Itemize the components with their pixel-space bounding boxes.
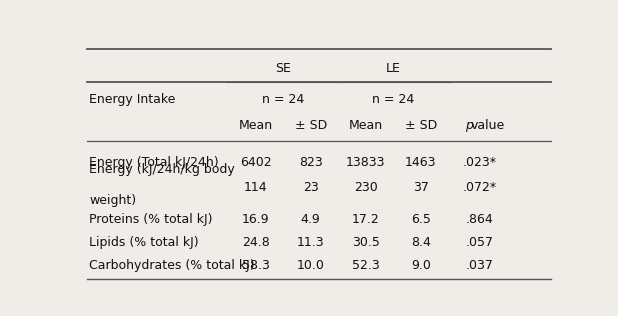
Text: value: value <box>471 119 506 132</box>
Text: 6.5: 6.5 <box>411 213 431 226</box>
Text: Proteins (% total kJ): Proteins (% total kJ) <box>89 213 213 226</box>
Text: .037: .037 <box>465 259 494 272</box>
Text: .072*: .072* <box>462 181 497 194</box>
Text: 114: 114 <box>244 181 268 194</box>
Text: ± SD: ± SD <box>295 119 327 132</box>
Text: ± SD: ± SD <box>405 119 437 132</box>
Text: 30.5: 30.5 <box>352 236 379 249</box>
Text: Mean: Mean <box>239 119 273 132</box>
Text: 9.0: 9.0 <box>411 259 431 272</box>
Text: 13833: 13833 <box>346 155 386 168</box>
Text: 823: 823 <box>299 155 323 168</box>
Text: 4.9: 4.9 <box>301 213 321 226</box>
Text: LE: LE <box>386 62 401 75</box>
Text: p: p <box>465 119 473 132</box>
Text: Lipids (% total kJ): Lipids (% total kJ) <box>89 236 199 249</box>
Text: Energy Intake: Energy Intake <box>89 94 176 106</box>
Text: Carbohydrates (% total kJ): Carbohydrates (% total kJ) <box>89 259 255 272</box>
Text: Energy (kJ/24h/kg body: Energy (kJ/24h/kg body <box>89 163 235 176</box>
Text: 1463: 1463 <box>405 155 437 168</box>
Text: weight): weight) <box>89 194 137 207</box>
Text: 24.8: 24.8 <box>242 236 269 249</box>
Text: 6402: 6402 <box>240 155 271 168</box>
Text: 16.9: 16.9 <box>242 213 269 226</box>
Text: n = 24: n = 24 <box>372 94 415 106</box>
Text: Mean: Mean <box>349 119 383 132</box>
Text: 17.2: 17.2 <box>352 213 379 226</box>
Text: 10.0: 10.0 <box>297 259 324 272</box>
Text: Energy (Total kJ/24h): Energy (Total kJ/24h) <box>89 155 219 168</box>
Text: 37: 37 <box>413 181 429 194</box>
Text: 230: 230 <box>354 181 378 194</box>
Text: 52.3: 52.3 <box>352 259 379 272</box>
Text: .057: .057 <box>465 236 494 249</box>
Text: n = 24: n = 24 <box>262 94 304 106</box>
Text: 58.3: 58.3 <box>242 259 269 272</box>
Text: 8.4: 8.4 <box>411 236 431 249</box>
Text: .023*: .023* <box>462 155 497 168</box>
Text: .864: .864 <box>466 213 493 226</box>
Text: SE: SE <box>275 62 291 75</box>
Text: 23: 23 <box>303 181 319 194</box>
Text: 11.3: 11.3 <box>297 236 324 249</box>
